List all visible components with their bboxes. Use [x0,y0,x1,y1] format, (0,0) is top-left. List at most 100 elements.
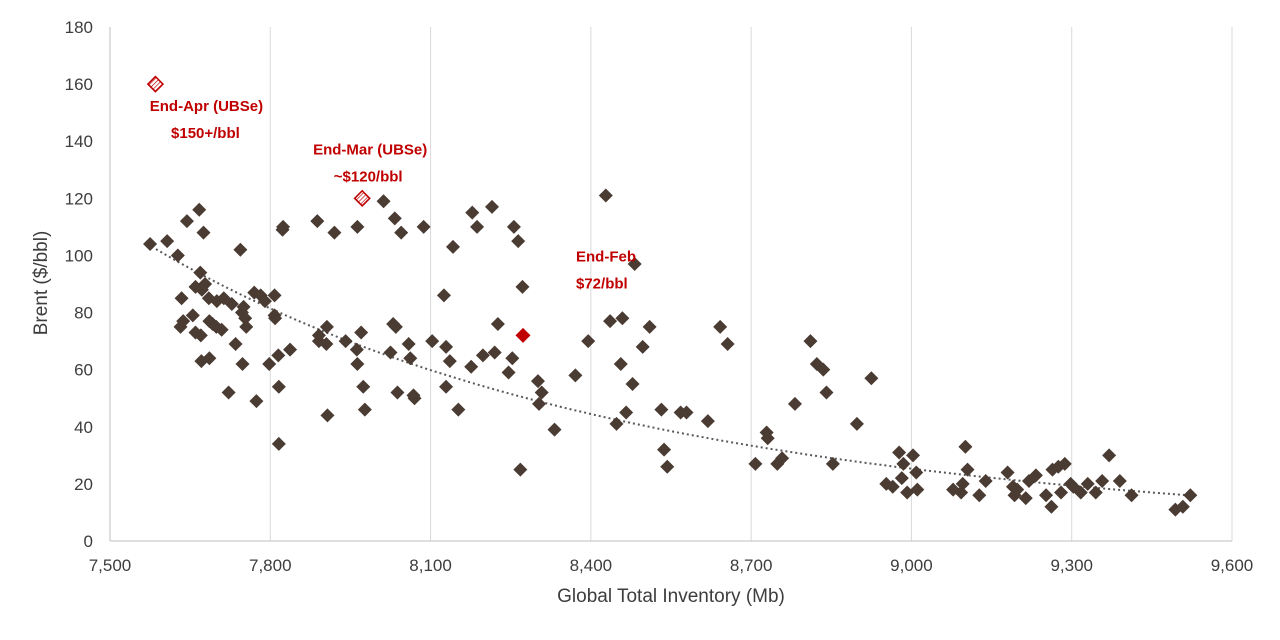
data-point [958,439,973,454]
data-point [955,476,970,491]
data-point [1028,468,1043,483]
data-point [271,436,286,451]
data-point [233,242,248,257]
data-point [505,351,520,366]
data-point [906,448,921,463]
x-axis-title: Global Total Inventory (Mb) [557,586,785,607]
data-point [406,388,421,403]
trendline [146,243,1190,497]
data-point [972,488,987,503]
trendline-path [146,243,1190,497]
data-point [615,311,630,326]
data-point [174,291,189,306]
data-point [439,339,454,354]
data-point [1124,488,1139,503]
data-point [1175,499,1190,514]
data-point [700,414,715,429]
x-tick-label: 8,700 [730,556,773,575]
annotation-label: End-Mar (UBSe) [313,141,427,158]
data-point [748,456,763,471]
data-point [383,345,398,360]
data-point [196,225,211,240]
data-point [1073,485,1088,500]
data-point [568,368,583,383]
data-point [1044,499,1059,514]
axes: 7,500 7,800 8,100 8,400 8,700 9,000 9,300 9,600… [65,18,1254,575]
data-point [401,336,416,351]
data-point [176,314,191,329]
y-axis-title: Brent ($/bbl) [31,231,52,336]
data-point [416,219,431,234]
data-point [403,351,418,366]
data-point [1057,456,1072,471]
y-tick-label: 80 [74,304,93,323]
data-point [327,225,342,240]
data-point [627,257,642,272]
annotation-label: $72/bbl [576,275,628,292]
data-point [338,334,353,349]
data-point [354,325,369,340]
data-point [892,445,907,460]
data-point [825,456,840,471]
data-point [249,394,264,409]
data-point [1102,448,1117,463]
data-point [816,362,831,377]
data-point [679,405,694,420]
data-point [1000,465,1015,480]
data-point [268,311,283,326]
data-point [442,354,457,369]
data-point [387,211,402,226]
data-point [803,334,818,349]
data-point [1010,482,1025,497]
data-point [425,334,440,349]
data-point [609,416,624,431]
data-point [320,408,335,423]
annotation-label: End-Apr (UBSe) [150,98,263,115]
data-point [470,219,485,234]
data-point [1054,485,1069,500]
data-point [978,474,993,489]
data-point [234,305,249,320]
data-point [356,379,371,394]
x-tick-label: 9,300 [1050,556,1093,575]
data-point [235,356,250,371]
highlight-point-end-feb [515,327,531,343]
data-point [349,342,364,357]
data-point [224,296,239,311]
y-tick-label: 160 [65,75,93,94]
data-point [194,282,209,297]
y-tick-label: 60 [74,361,93,380]
data-point [202,351,217,366]
data-point [390,385,405,400]
highlight-point-forecast [146,75,165,93]
x-tick-label: 8,400 [570,556,613,575]
data-point [909,465,924,480]
data-point [635,339,650,354]
data-point [642,319,657,334]
gridlines [269,27,1233,541]
data-point [720,336,735,351]
data-point [283,342,298,357]
data-point [439,379,454,394]
data-point [910,482,925,497]
data-point [660,459,675,474]
data-point [1039,488,1054,503]
data-point [960,462,975,477]
data-point [490,316,505,331]
data-points [143,188,1198,517]
data-point [179,214,194,229]
data-point [657,442,672,457]
data-point [598,188,613,203]
data-point [228,336,243,351]
data-point [446,239,461,254]
data-point [787,396,802,411]
data-point [311,328,326,343]
data-point [581,334,596,349]
data-point [849,416,864,431]
data-point [485,199,500,214]
data-point [271,379,286,394]
data-point [487,345,502,360]
y-tick-label: 100 [65,246,93,265]
data-point [267,288,282,303]
